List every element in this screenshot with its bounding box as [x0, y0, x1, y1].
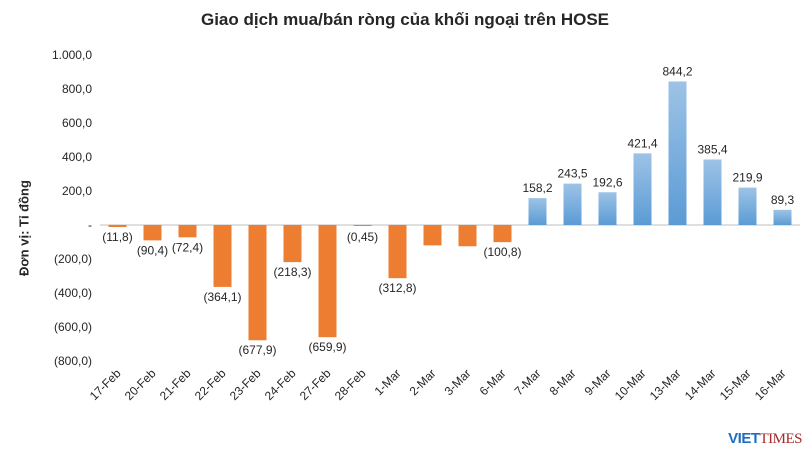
x-tick-label: 7-Mar — [512, 366, 544, 398]
data-label: (677,9) — [238, 343, 276, 357]
x-tick-label: 28-Feb — [332, 366, 369, 403]
bar — [598, 192, 617, 225]
data-label: (0,45) — [347, 230, 378, 244]
x-tick-label: 6-Mar — [477, 366, 509, 398]
x-tick-label: 1-Mar — [372, 366, 404, 398]
chart-title: Giao dịch mua/bán ròng của khối ngoại tr… — [200, 10, 610, 29]
x-tick-label: 2-Mar — [407, 366, 439, 398]
x-tick-label: 27-Feb — [297, 366, 334, 403]
data-label: (218,3) — [273, 265, 311, 279]
y-tick-label: (200,0) — [54, 252, 92, 266]
bar — [423, 225, 442, 246]
bar — [738, 187, 757, 225]
bar — [528, 198, 547, 225]
x-tick-label: 20-Feb — [122, 366, 159, 403]
data-label: 385,4 — [697, 142, 727, 156]
data-label: 219,9 — [732, 171, 762, 185]
y-tick-label: 200,0 — [62, 184, 92, 198]
logo-times: TIMES — [759, 431, 803, 447]
data-label: (659,9) — [308, 340, 346, 354]
bar — [633, 153, 652, 225]
data-label: 192,6 — [592, 175, 622, 189]
data-label: 421,4 — [627, 136, 657, 150]
x-tick-label: 3-Mar — [442, 366, 474, 398]
bar — [668, 81, 687, 226]
bar — [178, 225, 197, 238]
bar — [458, 225, 477, 247]
bar — [143, 225, 162, 241]
data-label: (72,4) — [172, 240, 203, 254]
data-label: 243,5 — [557, 167, 587, 181]
x-tick-label: 14-Mar — [682, 366, 719, 403]
bar — [248, 225, 267, 341]
y-tick-label: (600,0) — [54, 320, 92, 334]
bar — [703, 159, 722, 225]
x-tick-label: 17-Feb — [87, 366, 124, 403]
data-label: 844,2 — [662, 64, 692, 78]
bar — [773, 209, 792, 225]
y-tick-label: 800,0 — [62, 82, 92, 96]
data-label: 89,3 — [771, 193, 795, 207]
x-tick-label: 10-Mar — [612, 366, 649, 403]
viettimes-logo: VIETTIMES — [728, 430, 802, 448]
y-tick-label: (400,0) — [54, 286, 92, 300]
y-axis-label: Đơn vị: Tỉ đồng — [16, 180, 32, 276]
bar — [283, 225, 302, 263]
x-tick-label: 23-Feb — [227, 366, 264, 403]
data-label: (364,1) — [203, 290, 241, 304]
x-tick-label: 22-Feb — [192, 366, 229, 403]
logo-viet: VIET — [728, 430, 760, 447]
bar — [388, 225, 407, 279]
y-tick-label: 400,0 — [62, 150, 92, 164]
x-tick-label: 21-Feb — [157, 366, 194, 403]
y-tick-label: - — [88, 218, 92, 232]
bar — [108, 225, 127, 228]
y-axis-label-box: Đơn vị: Tỉ đồng — [4, 128, 44, 328]
data-label: (11,8) — [102, 230, 132, 244]
x-tick-label: 9-Mar — [582, 366, 614, 398]
data-label: (100,8) — [483, 245, 521, 259]
data-label: (90,4) — [137, 243, 168, 257]
data-label: (312,8) — [378, 281, 416, 295]
bar — [493, 225, 512, 243]
bar — [213, 225, 232, 287]
x-tick-label: 15-Mar — [717, 366, 754, 403]
y-tick-label: 600,0 — [62, 116, 92, 130]
bar — [318, 225, 337, 338]
bar — [563, 183, 582, 225]
bar — [353, 225, 372, 226]
x-tick-label: 13-Mar — [647, 366, 684, 403]
y-tick-label: (800,0) — [54, 354, 92, 368]
x-tick-label: 8-Mar — [547, 366, 579, 398]
x-tick-label: 24-Feb — [262, 366, 299, 403]
y-tick-label: 1.000,0 — [52, 48, 92, 62]
data-label: 158,2 — [522, 181, 552, 195]
x-tick-label: 16-Mar — [752, 366, 789, 403]
